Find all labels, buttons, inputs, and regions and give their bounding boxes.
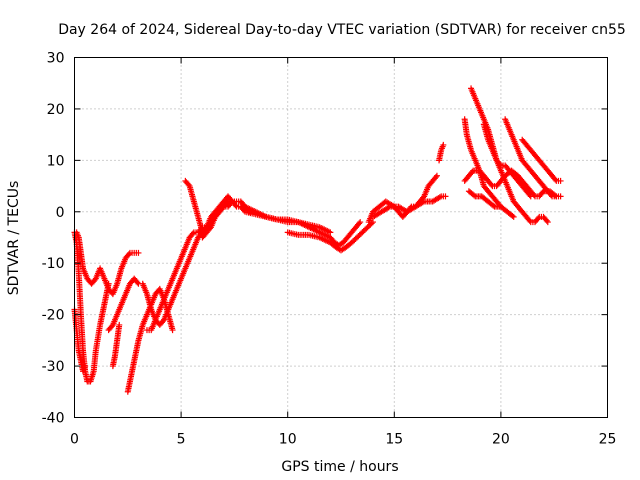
series-track-19: [480, 121, 534, 200]
x-tick-label: 10: [279, 432, 297, 448]
data-point: [527, 193, 534, 200]
series-track-17: [468, 85, 551, 226]
series-track-1: [71, 229, 112, 385]
data-point: [442, 193, 449, 200]
data-point: [526, 217, 533, 224]
y-tick-label: 10: [47, 153, 65, 169]
data-point: [471, 192, 478, 199]
grid: [74, 57, 608, 418]
data-point: [433, 172, 440, 179]
y-tick-label: -10: [42, 256, 65, 272]
plot-frame: [74, 57, 608, 418]
data-point: [535, 215, 542, 222]
x-tick-label: 20: [492, 432, 510, 448]
data-point: [539, 189, 546, 196]
data-point: [552, 176, 559, 183]
series-track-22: [465, 188, 517, 220]
x-tick-label: 0: [70, 432, 79, 448]
data-point: [327, 229, 334, 236]
data-point: [432, 174, 439, 181]
data-point: [91, 276, 98, 283]
data-point: [169, 327, 176, 334]
data-point: [548, 192, 555, 199]
data-point: [553, 193, 560, 200]
data-point: [134, 279, 141, 286]
chart-title: Day 264 of 2024, Sidereal Day-to-day VTE…: [58, 22, 626, 38]
data-point: [357, 219, 364, 226]
plot-area: [71, 85, 564, 395]
data-point: [440, 141, 447, 148]
data-point: [82, 363, 89, 370]
data-point: [526, 192, 533, 199]
data-point: [496, 161, 503, 168]
data-point: [135, 249, 142, 256]
series-track-15: [436, 141, 447, 164]
series-track-11: [284, 219, 376, 254]
series-track-12: [242, 203, 334, 236]
data-point: [509, 212, 516, 219]
data-point: [223, 199, 230, 206]
data-point: [125, 251, 132, 258]
series-track-10: [199, 198, 364, 249]
x-tick-label: 15: [385, 432, 403, 448]
y-tick-label: 30: [47, 51, 65, 67]
data-point: [490, 202, 497, 209]
y-axis-title: SDTVAR / TECUs: [6, 181, 22, 296]
data-point: [116, 321, 123, 328]
data-point: [488, 181, 495, 188]
y-tick-label: -30: [42, 359, 65, 375]
x-axis-title: GPS time / hours: [281, 459, 398, 475]
series-track-5: [109, 321, 123, 370]
y-tick-label: -40: [42, 411, 65, 427]
data-point: [469, 168, 476, 175]
data-point: [510, 213, 517, 220]
series-track-20: [502, 116, 560, 200]
series-track-14: [369, 193, 449, 220]
y-tick-label: 20: [47, 102, 65, 118]
series-track-4: [105, 275, 142, 334]
series-track-3: [73, 229, 142, 298]
series-track-21: [519, 136, 564, 184]
x-tick-label: 25: [599, 432, 617, 448]
data-point: [189, 230, 196, 237]
data-point: [232, 202, 239, 209]
y-tick-label: 0: [56, 205, 65, 221]
series-track-2: [71, 306, 89, 375]
data-point: [543, 217, 550, 224]
data-point: [544, 219, 551, 226]
data-point: [356, 220, 363, 227]
data-point: [557, 177, 564, 184]
y-tick-label: -20: [42, 308, 65, 324]
x-tick-label: 5: [177, 432, 186, 448]
series-track-8: [139, 229, 206, 328]
axis-ticks: 0 5 10 15 20 25 -40 -30 -20 -10 0 10 20 30: [42, 51, 617, 448]
